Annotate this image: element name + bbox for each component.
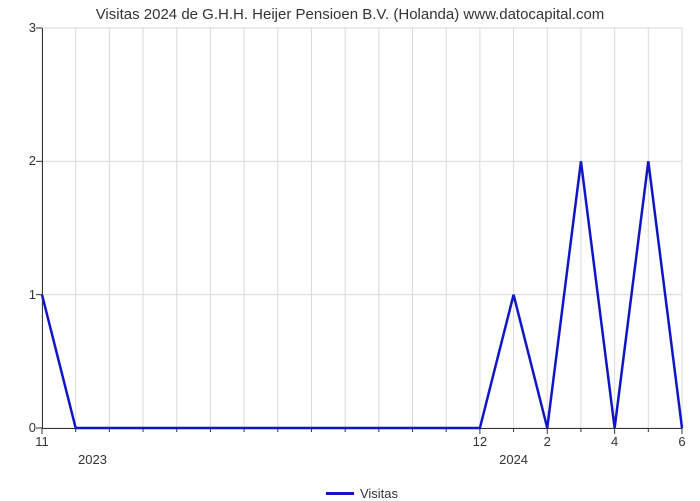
legend-label: Visitas	[360, 486, 398, 501]
x-year-label: 2023	[78, 452, 107, 467]
x-tick-label: 12	[473, 434, 487, 449]
x-tick-label: 11	[35, 434, 49, 449]
chart-container: Visitas 2024 de G.H.H. Heijer Pensioen B…	[0, 0, 700, 500]
y-tick-label: 0	[12, 420, 36, 435]
y-tick-label: 2	[12, 153, 36, 168]
x-tick-label: 4	[611, 434, 618, 449]
legend-swatch	[326, 492, 354, 495]
chart-plot	[42, 28, 684, 448]
x-tick-label: 2	[544, 434, 551, 449]
x-tick-label: 6	[678, 434, 685, 449]
chart-title: Visitas 2024 de G.H.H. Heijer Pensioen B…	[0, 6, 700, 23]
y-tick-label: 3	[12, 20, 36, 35]
legend: Visitas	[326, 486, 398, 501]
x-year-label: 2024	[499, 452, 528, 467]
y-tick-label: 1	[12, 287, 36, 302]
